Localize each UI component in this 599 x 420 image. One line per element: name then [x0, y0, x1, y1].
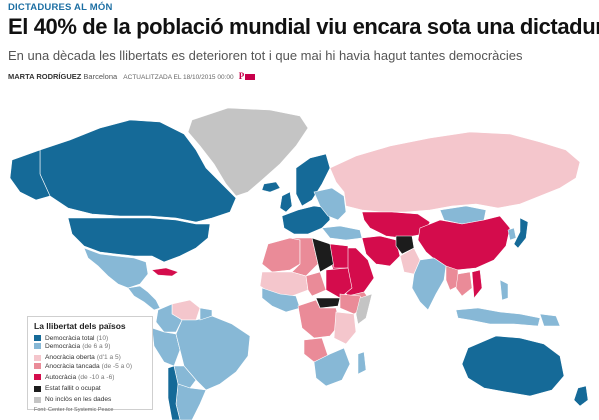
legend-item-closed-anocracy: Anocràcia tancada (de -5 a 0) [34, 362, 146, 370]
region-greenland[interactable] [187, 107, 309, 197]
region-thailand[interactable] [455, 271, 473, 297]
legend-item-open-anocracy: Anocràcia oberta (d'1 a 5) [34, 354, 146, 362]
region-usa[interactable] [67, 217, 211, 263]
section-label[interactable]: DICTADURES AL MÓN [8, 2, 113, 13]
region-sudan[interactable] [325, 267, 353, 299]
region-turkey[interactable] [321, 225, 363, 241]
region-afghanistan[interactable] [395, 235, 415, 255]
region-peru[interactable] [151, 327, 181, 367]
region-somalia[interactable] [355, 293, 373, 325]
region-australia[interactable] [461, 335, 565, 397]
legend-label: Anocràcia tancada [45, 362, 100, 370]
region-korea[interactable] [507, 227, 517, 241]
region-argentina[interactable] [175, 383, 207, 420]
region-scandinavia[interactable] [295, 153, 331, 207]
legend-item-autocracy: Autocràcia (de -10 a -6) [34, 373, 146, 381]
legend-label: Anocràcia oberta [45, 354, 95, 362]
subtitle: En una dècada les llibertats es deterior… [8, 48, 523, 63]
legend-range: (de -10 a -6) [78, 373, 115, 381]
region-japan[interactable] [513, 217, 529, 249]
region-chile[interactable] [167, 365, 181, 420]
author-name[interactable]: MARTA RODRÍGUEZ [8, 72, 82, 81]
swatch-open-anocracy [34, 354, 41, 361]
region-south-sudan[interactable] [315, 297, 341, 309]
legend-label: Autocràcia [45, 373, 77, 381]
region-eastern-europe[interactable] [313, 187, 347, 221]
region-vietnam[interactable] [471, 269, 483, 299]
legend-item-full-democracy: Democràcia total (10) [34, 334, 146, 342]
region-iceland[interactable] [261, 181, 281, 193]
swatch-no-data [34, 396, 41, 403]
region-western-europe[interactable] [281, 205, 331, 235]
legend-label: Estat fallit o ocupat [45, 385, 101, 393]
legend-range: (de -5 a 0) [101, 362, 133, 370]
newspaper-logo: P [238, 71, 245, 81]
legend-item-failed-state: Estat fallit o ocupat [34, 384, 146, 392]
legend-label: Democràcia total [45, 334, 95, 342]
region-russia[interactable] [329, 131, 581, 213]
region-china[interactable] [417, 215, 511, 271]
author-location: Barcelona [83, 72, 118, 81]
region-chad[interactable] [305, 271, 327, 297]
region-new-zealand[interactable] [573, 385, 589, 407]
region-southern-africa[interactable] [313, 347, 351, 387]
legend-range: (de 6 a 9) [82, 342, 111, 350]
swatch-failed-state [34, 385, 41, 392]
region-mexico[interactable] [83, 247, 149, 289]
region-guianas[interactable] [199, 307, 213, 321]
legend: La llibertat dels països Democràcia tota… [27, 316, 153, 414]
region-cuba[interactable] [151, 267, 179, 277]
legend-label: No inclòs en les dades [45, 396, 112, 404]
region-central-america[interactable] [127, 285, 161, 311]
byline: MARTA RODRÍGUEZ Barcelona ACTUALITZADA E… [8, 71, 256, 81]
region-myanmar[interactable] [445, 265, 459, 291]
swatch-closed-anocracy [34, 363, 41, 370]
region-east-africa[interactable] [333, 311, 357, 345]
region-libya[interactable] [311, 237, 335, 273]
world-map [9, 107, 589, 420]
swatch-full-democracy [34, 335, 41, 342]
legend-source: Font: Center for Systemic Peace [34, 407, 114, 414]
region-alaska[interactable] [9, 149, 51, 201]
region-papua[interactable] [539, 313, 561, 327]
updated-timestamp: ACTUALITZADA EL 18/10/2015 00:00 [123, 74, 234, 81]
legend-label: Democràcia [45, 342, 81, 350]
region-indonesia[interactable] [455, 307, 541, 327]
region-colombia[interactable] [155, 303, 183, 333]
region-brazil[interactable] [175, 315, 251, 391]
region-uk[interactable] [279, 191, 293, 213]
region-madagascar[interactable] [357, 351, 367, 375]
logo-mark-icon [245, 74, 256, 81]
region-canada[interactable] [39, 119, 237, 223]
legend-title: La llibertat dels països [34, 321, 126, 331]
swatch-democracy [34, 343, 41, 350]
region-central-asia[interactable] [361, 211, 431, 239]
legend-range: (10) [96, 334, 109, 342]
region-iran[interactable] [361, 235, 401, 267]
legend-range: (d'1 a 5) [96, 354, 121, 362]
legend-item-no-data: No inclòs en les dades [34, 396, 146, 404]
region-india[interactable] [411, 257, 447, 311]
headline: El 40% de la població mundial viu encara… [8, 14, 599, 39]
region-west-coast[interactable] [261, 287, 301, 313]
swatch-autocracy [34, 374, 41, 381]
region-sahel-west[interactable] [259, 271, 309, 297]
legend-item-democracy: Democràcia (de 6 a 9) [34, 342, 146, 350]
region-north-africa[interactable] [261, 237, 301, 273]
region-philippines[interactable] [499, 279, 509, 301]
